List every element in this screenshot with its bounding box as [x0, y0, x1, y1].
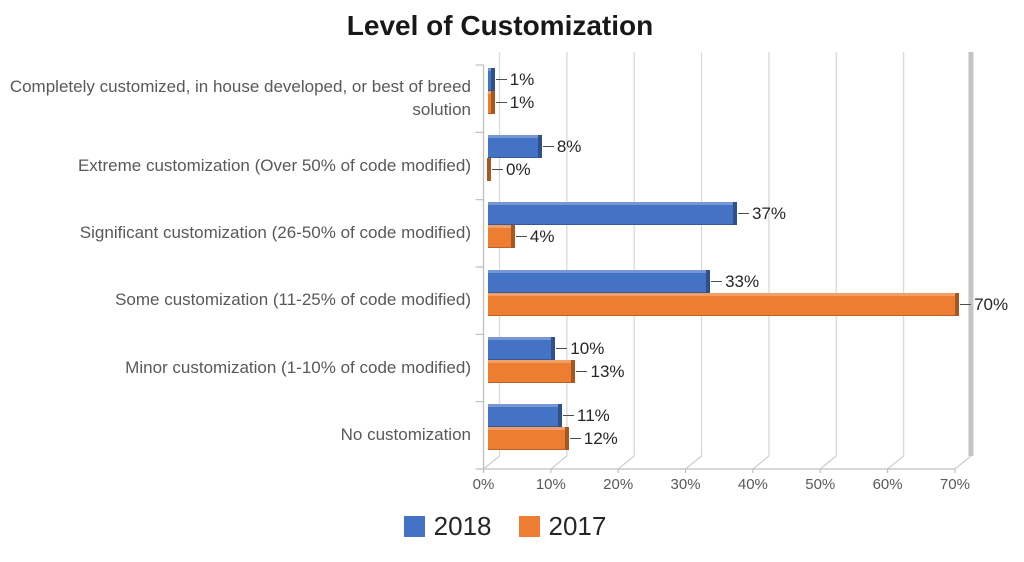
bar-end-cap: [490, 67, 495, 91]
x-tick-label: 0%: [472, 476, 495, 493]
legend-label-2018: 2018: [433, 511, 492, 541]
bar-top-bevel: [488, 225, 515, 229]
floor-edge: [752, 455, 770, 470]
bar-top-bevel: [488, 292, 960, 296]
chart-title: Level of Customization: [346, 10, 654, 41]
floor-edge: [887, 455, 904, 470]
bar-end-cap: [955, 292, 960, 316]
data-label-leader: [738, 213, 749, 215]
category-label: Completely customized, in house develope…: [9, 77, 471, 119]
bar-2017: [488, 427, 569, 451]
bar-top-bevel: [488, 269, 711, 273]
legend-item-2018: 2018: [403, 511, 492, 542]
floor-edge: [483, 455, 500, 470]
data-label-leader: [495, 101, 507, 103]
bar-2018: [488, 135, 542, 158]
floor-edge: [819, 455, 837, 470]
bar-end-cap: [490, 90, 495, 114]
legend-swatch-2017: [518, 516, 540, 537]
legend-label-2017: 2017: [548, 511, 607, 541]
bar-end-cap: [733, 202, 737, 226]
data-label-leader: [576, 371, 588, 372]
data-label: 10%: [570, 339, 605, 358]
bar-top-bevel: [488, 202, 737, 206]
x-tick-label: 60%: [872, 476, 903, 493]
category-label: No customization: [340, 425, 471, 445]
data-label: 70%: [974, 294, 1009, 314]
data-label: 0%: [506, 160, 531, 179]
data-label-leader: [492, 169, 503, 170]
data-label: 33%: [725, 271, 760, 291]
x-tick-label: 30%: [670, 476, 701, 493]
data-label: 11%: [577, 406, 610, 426]
floor-edge: [550, 455, 568, 470]
bar-end-cap: [551, 337, 556, 360]
bar-end-cap: [558, 404, 563, 428]
data-label-leader: [563, 415, 575, 417]
data-label-leader: [495, 78, 507, 80]
bar-2018: [488, 67, 495, 91]
x-tick-label: 50%: [805, 476, 836, 493]
category-label: Extreme customization (Over 50% of code …: [77, 155, 471, 175]
bar-2017: [487, 158, 491, 181]
bar-top-bevel: [488, 404, 563, 408]
data-label-leader: [569, 438, 581, 440]
bar-top-bevel: [488, 360, 576, 363]
bar-2018: [488, 269, 711, 293]
bar-2018: [488, 337, 556, 360]
legend-swatch-2018: [403, 516, 425, 537]
bar-2018: [488, 202, 737, 226]
data-label-leader: [515, 236, 527, 238]
bar-2017: [488, 292, 960, 316]
bar-2018: [488, 404, 563, 428]
bar-end-cap: [510, 225, 515, 249]
floor-edge: [954, 455, 972, 470]
bar-end-cap: [537, 135, 542, 158]
data-label-leader: [542, 146, 554, 147]
bar-2017: [488, 90, 495, 114]
data-label-leader: [556, 348, 568, 349]
bar-top-bevel: [488, 337, 556, 340]
x-tick-label: 70%: [939, 476, 970, 493]
x-tick-label: 20%: [603, 476, 634, 493]
data-label: 13%: [590, 362, 625, 381]
bar-top-bevel: [488, 135, 542, 138]
category-label: Some customization (11-25% of code modif…: [115, 290, 471, 310]
data-label-leader: [960, 303, 972, 305]
data-label: 37%: [752, 204, 787, 224]
data-label-leader: [711, 280, 723, 282]
legend: 2018 2017: [0, 511, 1010, 542]
legend-item-2017: 2017: [518, 511, 607, 542]
data-label: 4%: [529, 227, 555, 247]
category-label: Minor customization (1-10% of code modif…: [125, 357, 471, 377]
data-label: 12%: [583, 429, 618, 449]
data-label: 1%: [509, 92, 535, 112]
floor-edge: [617, 455, 635, 470]
bar-2017: [488, 225, 515, 249]
bar-2017: [488, 360, 576, 383]
bar-top-bevel: [488, 427, 569, 431]
x-tick-label: 40%: [737, 476, 768, 493]
x-tick-label: 10%: [535, 476, 566, 493]
data-label: 8%: [556, 137, 582, 156]
bar-end-cap: [487, 158, 491, 181]
bar-end-cap: [564, 427, 569, 451]
category-label: Significant customization (26-50% of cod…: [79, 223, 471, 243]
bar-end-cap: [706, 269, 711, 293]
bar-end-cap: [571, 360, 576, 383]
floor-edge: [685, 455, 702, 470]
data-label: 1%: [509, 69, 535, 89]
